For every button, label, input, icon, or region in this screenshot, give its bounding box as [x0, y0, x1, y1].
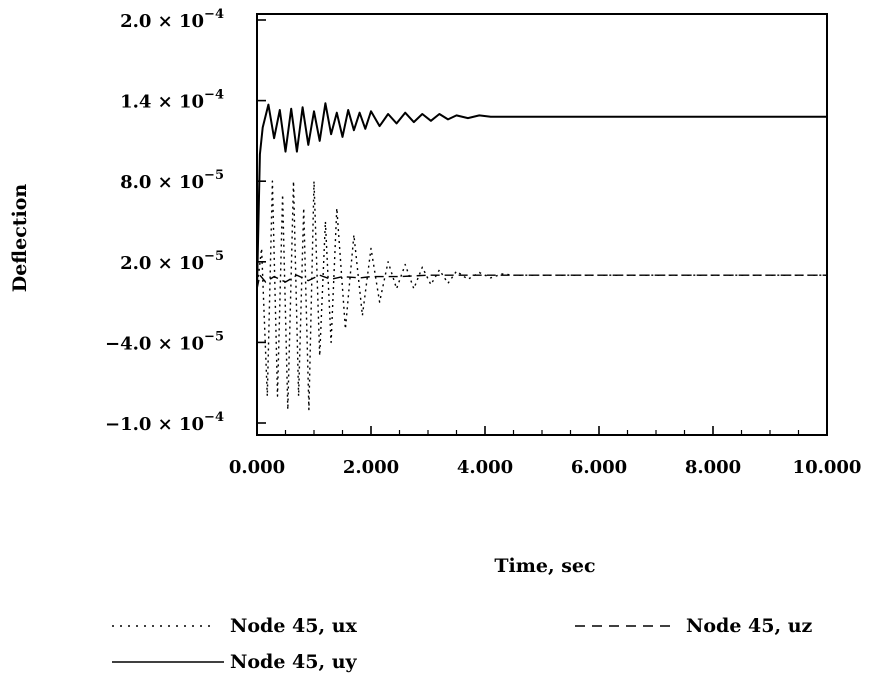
y-tick-labels: 2.0 × 10−4 1.4 × 10−4 8.0 × 10−5 2.0 × 10−5… — [105, 7, 224, 435]
x-tick-marks — [256, 426, 828, 435]
x-tick-label: 4.000 — [457, 457, 513, 478]
y-tick-label: 8.0 × 10−5 — [120, 168, 224, 193]
series-lines — [256, 102, 827, 411]
y-tick-label: −1.0 × 10−4 — [105, 410, 224, 435]
legend: Node 45, ux Node 45, uz Node 45, uy — [112, 615, 813, 673]
x-tick-labels: 0.000 2.000 4.000 6.000 8.000 10.000 — [229, 457, 862, 478]
x-tick-label: 2.000 — [343, 457, 399, 478]
legend-label-ux: Node 45, ux — [230, 615, 358, 637]
y-tick-label: 1.4 × 10−4 — [120, 88, 224, 113]
y-axis-label: Deflection — [9, 184, 31, 293]
y-tick-label: −4.0 × 10−5 — [105, 329, 224, 354]
plot-frame — [256, 13, 828, 436]
x-axis-label: Time, sec — [494, 555, 595, 577]
y-tick-label: 2.0 × 10−4 — [120, 7, 224, 32]
y-tick-label: 2.0 × 10−5 — [120, 249, 224, 274]
series-line-uz — [256, 274, 827, 289]
legend-label-uy: Node 45, uy — [230, 651, 358, 673]
legend-label-uz: Node 45, uz — [686, 615, 813, 637]
x-tick-label: 0.000 — [229, 457, 285, 478]
x-tick-label: 10.000 — [793, 457, 862, 478]
series-line-uy — [256, 102, 827, 289]
x-tick-label: 6.000 — [571, 457, 627, 478]
x-tick-label: 8.000 — [685, 457, 741, 478]
series-line-ux — [256, 180, 827, 411]
